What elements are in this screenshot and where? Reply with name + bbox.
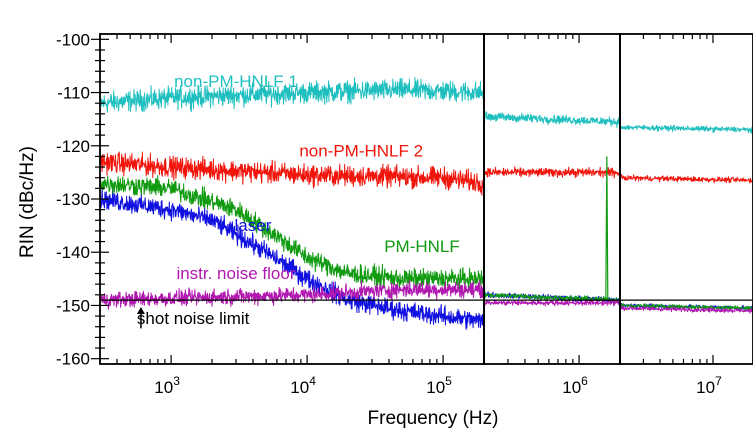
series-instr-noise-floor [100,279,484,310]
x-tick-exponent: 7 [715,374,722,388]
y-tick-label: -130 [56,190,90,209]
x-tick-label: 107 [696,374,722,397]
label-instr-noise-floor: instr. noise floor [176,264,295,283]
series-spike [605,156,609,300]
x-tick-base: 10 [290,378,309,397]
y-tick-label: -150 [56,296,90,315]
series-non-pm-hnlf-2 [484,166,620,179]
x-tick-exponent: 6 [581,374,588,388]
y-axis-title: RIN (dBc/Hz) [17,146,38,258]
panel-c-frame [619,33,753,365]
y-tick-label: -160 [56,350,90,369]
x-tick-label: 106 [562,374,588,397]
y-tick-label: -100 [56,30,90,49]
x-tick-base: 10 [154,378,173,397]
series-non-pm-hnlf-1 [620,124,753,134]
series-laser [100,188,484,330]
panel-a-series [100,76,484,330]
x-tick-base: 10 [696,378,715,397]
x-tick-exponent: 5 [445,374,452,388]
axes-layer [91,33,753,365]
y-tick-label: -140 [56,243,90,262]
panel-b-frame [483,33,621,365]
series-instr-noise-floor [620,305,753,314]
x-tick-label: 105 [426,374,452,397]
x-tick-label: 104 [290,374,316,397]
panel-c-series [620,124,753,314]
panel-b-series [484,111,620,307]
x-tick-exponent: 4 [309,374,316,388]
arrow-head [136,307,145,315]
label-non-pm-hnlf-1: non-PM-HNLF 1 [174,72,298,91]
x-tick-exponent: 3 [173,374,180,388]
x-tick-label: 103 [154,374,180,397]
series-non-pm-hnlf-1 [484,111,620,129]
series-non-pm-hnlf-1 [100,76,484,113]
series-pm-hnlf [100,174,484,293]
y-tick-label: -120 [56,137,90,156]
label-non-pm-hnlf-2: non-PM-HNLF 2 [299,141,423,160]
series-non-pm-hnlf-2 [100,151,484,196]
x-axis-title: Frequency (Hz) [368,408,499,429]
label-pm-hnlf: PM-HNLF [384,237,460,256]
label-laser: laser [235,216,272,235]
x-tick-base: 10 [562,378,581,397]
x-tick-base: 10 [426,378,445,397]
series-non-pm-hnlf-2 [620,174,753,184]
y-tick-label: -110 [57,84,90,103]
label-shot-noise-limit: shot noise limit [137,309,250,328]
series-layer [100,76,753,330]
series-pm-hnlf [484,291,620,304]
